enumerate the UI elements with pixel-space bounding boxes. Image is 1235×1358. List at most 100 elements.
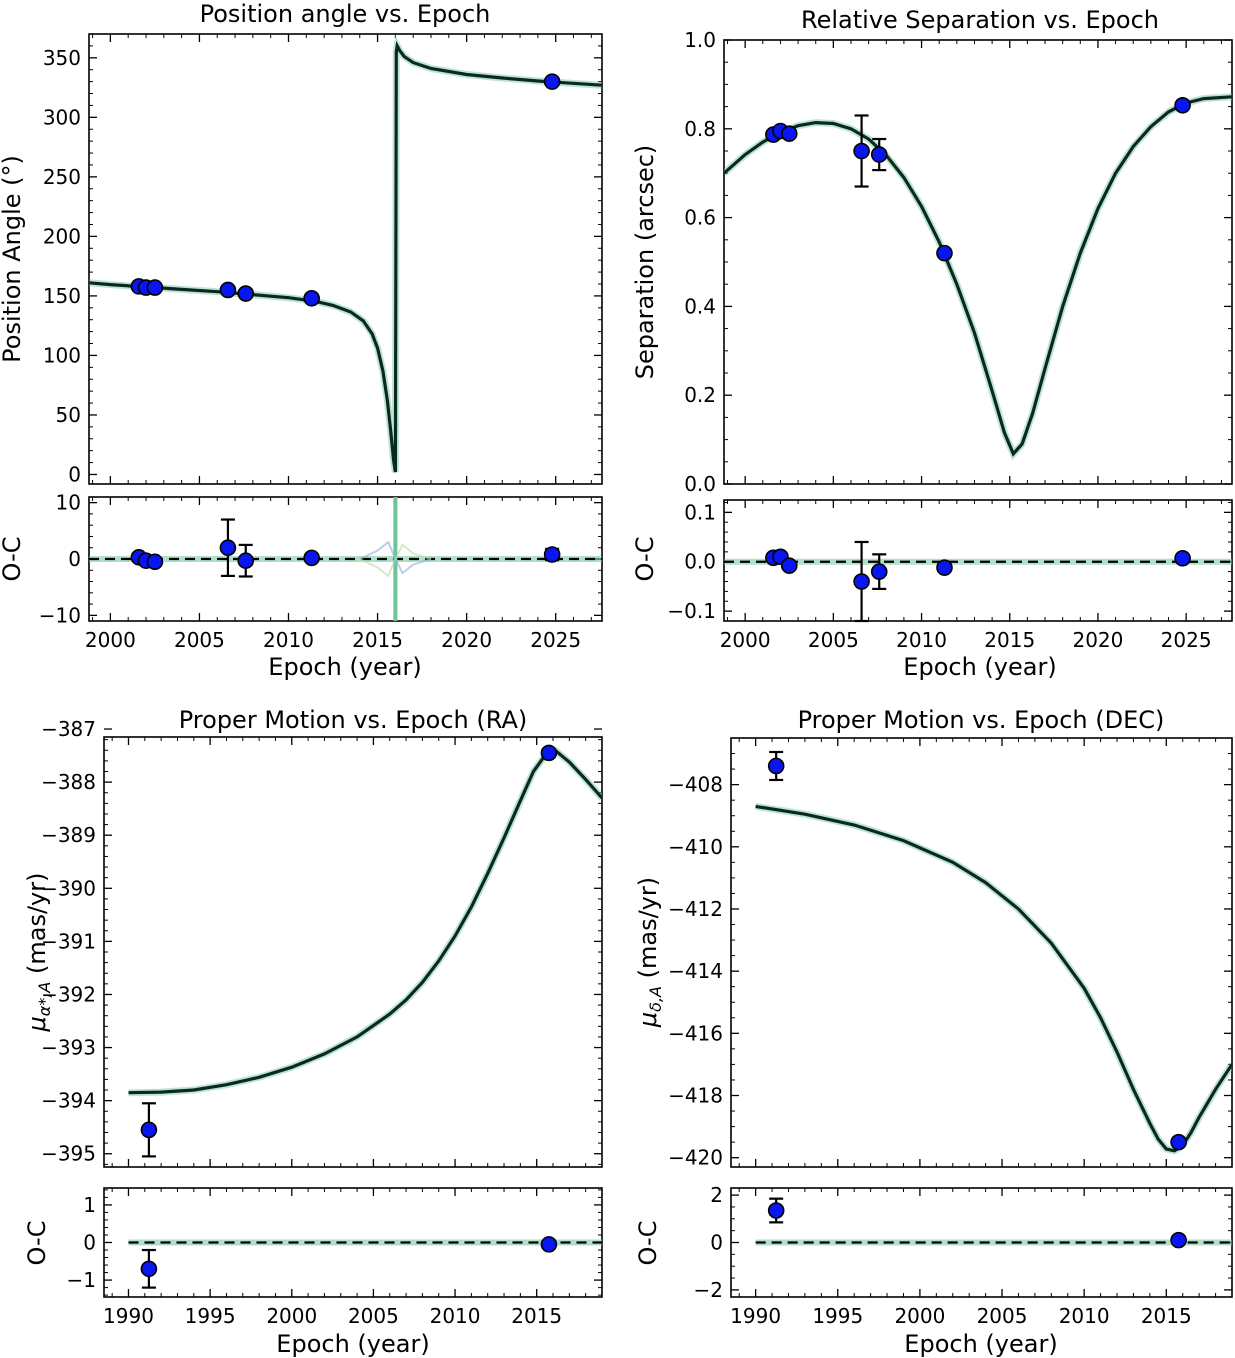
residual-xtick-label: 2005 [808,628,859,652]
residual-xtick-label: 2015 [984,628,1035,652]
model-band [89,35,602,473]
residual-xtick-label: 1995 [185,1304,236,1328]
residual-xtick-label: 2000 [720,628,771,652]
main-ytick-label: −416 [668,1021,723,1045]
residual-point [767,1202,785,1219]
model-curve [128,749,602,1095]
model-curve [724,95,1232,457]
residual-point [219,539,237,557]
y-axis-label: μδ,A (mas/yr) [634,877,665,1028]
main-ytick-label: 0 [68,462,81,486]
data-point [219,281,237,299]
main-ytick-label: −395 [41,1142,96,1166]
residual-xtick-label: 2010 [430,1304,481,1328]
residual-point [1174,549,1191,567]
residual-point [303,549,320,567]
main-ytick-label: −388 [41,770,96,794]
chart-title: Position angle vs. Epoch [200,0,491,28]
residual-ytick-label: 0 [83,1231,96,1255]
main-ytick-label: 0.6 [684,206,716,230]
residual-ytick-label: 0 [710,1231,723,1255]
residual-ytick-label: −2 [694,1278,723,1302]
main-ytick-label: 200 [43,224,81,248]
data-point [303,289,320,307]
residual-ytick-label: 0.0 [684,550,716,574]
data-point [870,146,888,163]
x-axis-label: Epoch (year) [904,1330,1057,1358]
main-ytick-label: 350 [43,46,81,70]
residual-xtick-label: 2005 [348,1304,399,1328]
main-ytick-label: −393 [41,1036,96,1060]
panel-relative-separation: 0.0 0.2 0.4 0.6 0.8 1.0 2000 2005 2010 2015 2020 20… [631,6,1233,681]
residual-xtick-label: 2020 [1072,628,1123,652]
main-ytick-label: −391 [41,929,96,953]
main-ytick-label: −412 [668,897,723,921]
residual-point [146,553,164,571]
main-ytick-label: −410 [668,835,723,859]
x-axis-label: Epoch (year) [903,653,1056,681]
residual-ytick-label: −10 [39,603,81,627]
data-point [780,125,798,142]
residual-xtick-label: 2005 [977,1304,1028,1328]
panel-proper-motion-dec: −420 −418 −416 −414 −412 −410 −408 1990 1995 2000… [634,706,1233,1358]
chart-title: Proper Motion vs. Epoch (DEC) [798,706,1165,734]
residual-xtick-label: 1995 [812,1304,863,1328]
main-frame [723,39,1233,485]
main-ytick-label: 100 [43,343,81,367]
y-axis-label-symbol: μ [23,1016,51,1032]
residual-ytick-label: 10 [56,491,81,515]
main-ytick-label: −418 [668,1084,723,1108]
model-curve [755,804,1232,1153]
residual-xtick-label: 2000 [894,1304,945,1328]
data-point [540,744,558,762]
main-ytick-label: −394 [41,1089,96,1113]
residual-xtick-label: 1990 [103,1304,154,1328]
residual-point [780,557,798,574]
residual-ytick-label: 2 [710,1183,723,1207]
main-ytick-label: −392 [41,982,96,1006]
residual-xtick-label: 2015 [511,1304,562,1328]
main-ytick-label: 0.8 [684,117,716,141]
model-band [755,802,1232,1155]
data-point [767,757,785,775]
y-axis-label-symbol: μ [634,1012,662,1028]
residual-xtick-label: 2010 [1059,1304,1110,1328]
main-ytick-label: −390 [41,876,96,900]
panel-proper-motion-ra: −395 −394 −393 −392 −391 −390 −389 −388 −387 1990… [23,706,603,1358]
chart-title: Relative Separation vs. Epoch [801,6,1159,34]
residual-point [936,559,953,576]
residual-spread [359,543,432,578]
model-band [724,93,1232,461]
data-point [146,279,164,296]
main-ytick-label: 0.4 [684,294,716,318]
main-ytick-label: 0.2 [684,383,716,407]
y-axis-label-subscript: δ,A [646,986,665,1012]
main-frame [730,737,1233,1168]
main-ytick-label: 300 [43,105,81,129]
residual-xtick-label: 2025 [530,628,581,652]
residual-point [853,573,870,590]
residual-axis-label: O-C [634,1221,662,1266]
residual-xtick-label: 2015 [352,628,403,652]
residual-point [237,552,255,569]
main-frame [88,33,603,485]
y-axis-label: Position Angle (°) [0,155,26,363]
y-axis-label: Separation (arcsec) [631,145,659,380]
residual-point [870,563,888,580]
main-ytick-label: −387 [41,717,96,741]
residual-ytick-label: −0.1 [667,599,716,623]
model-curve [89,40,602,473]
residual-point [540,1236,558,1253]
main-ytick-label: 1.0 [684,28,716,52]
data-point [936,244,953,262]
residual-xtick-label: 2000 [266,1304,317,1328]
main-frame [103,736,603,1168]
main-ytick-label: −389 [41,823,96,847]
residual-xtick-label: 2015 [1141,1304,1192,1328]
y-axis-label: μα*,A (mas/yr) [23,873,54,1033]
residual-axis-label: O-C [631,537,659,582]
model-band [128,747,602,1097]
residual-ytick-label: 1 [83,1193,96,1217]
residual-xtick-label: 2010 [263,628,314,652]
